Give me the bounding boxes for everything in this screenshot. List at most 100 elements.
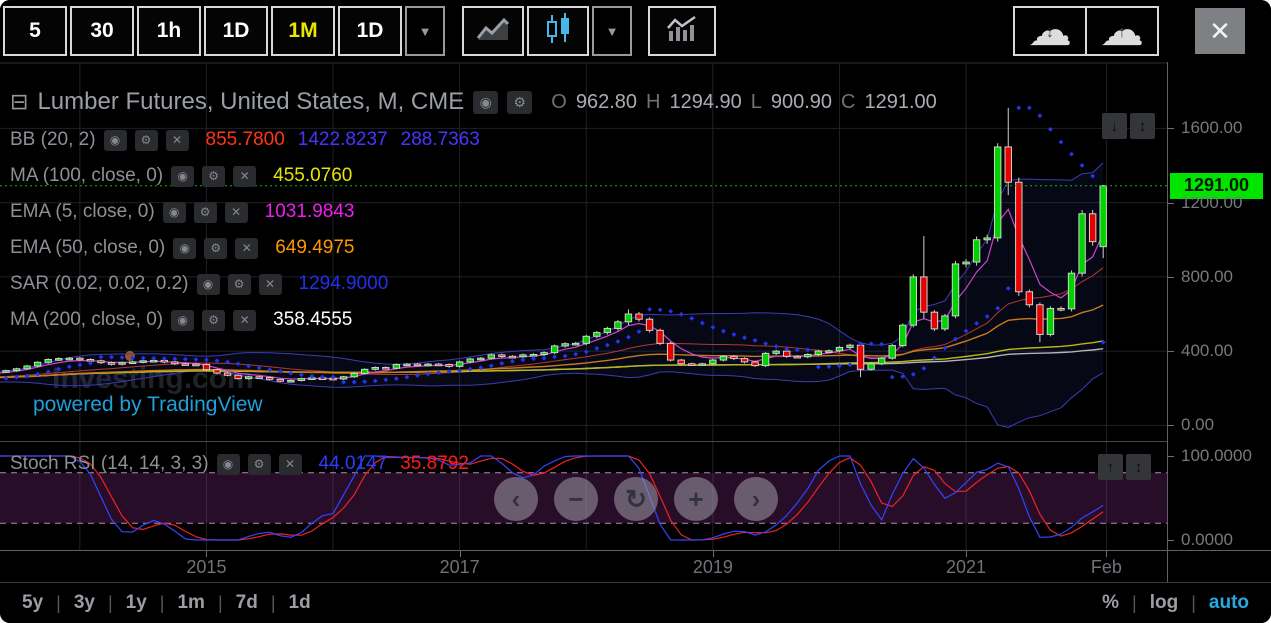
indicator-row-0-label: BB (20, 2) [10,129,96,150]
pan-right-button[interactable]: › [734,477,778,521]
price-pane-collapse-button[interactable]: ↓ [1102,113,1127,139]
indicator-row-0-value: 1422.8237 [297,129,388,150]
range-1y[interactable]: 1y [125,592,147,613]
price-axis-label: 0.00 [1181,415,1215,435]
separator: | [217,592,223,613]
indicator-row-1: MA (100, close, 0) ◉ ⚙ ✕ 455.0760 [10,164,937,188]
timeframe-button-1h-2[interactable]: 1h [137,6,201,56]
indicator-row-2-eye-icon[interactable]: ◉ [162,201,186,223]
stoch-rsi-legend: Stoch RSI (14, 14, 3, 3) ◉ ⚙ ✕ 44.0147 35.879… [10,452,469,488]
indicator-row-0-close-icon[interactable]: ✕ [165,129,189,151]
current-price-badge: 1291.00 [1170,172,1263,199]
line-chart-button[interactable] [462,6,524,56]
range-3y[interactable]: 3y [73,592,95,613]
time-label-Feb: Feb [1090,557,1122,577]
separator: | [159,592,165,613]
indicator-row-4: SAR (0.02, 0.02, 0.2) ◉ ⚙ ✕ 1294.9000 [10,272,937,296]
symbol-title: Lumber Futures, United States, M, CME [37,88,465,115]
indicator-row-5-gear-icon[interactable]: ⚙ [202,309,226,331]
ohlc-value: 1291.00 [864,90,937,113]
collapse-icon[interactable]: ⊟ [10,89,29,114]
indicator-row-2-gear-icon[interactable]: ⚙ [193,201,217,223]
indicator-row-0-gear-icon[interactable]: ⚙ [134,129,158,151]
separator: | [270,592,276,613]
time-axis[interactable]: 2015 2017 2019 2021 Feb [0,550,1271,583]
stoch-pane-expand-button[interactable]: ↑ [1098,454,1123,480]
price-axis[interactable]: 1291.00 1600.00 1200.00 800.00 400.00 0.00 10… [1167,62,1271,582]
indicator-row-4-values: 1294.9000 [299,273,389,295]
scale-percent[interactable]: % [1102,592,1120,613]
symbol-gear-icon[interactable]: ⚙ [507,90,533,114]
zoom-out-button[interactable]: − [554,477,598,521]
indicator-row-0-value: 855.7800 [205,129,285,150]
ohlc-key: C [841,90,856,113]
range-1d[interactable]: 1d [288,592,311,613]
indicator-row-2-close-icon[interactable]: ✕ [224,201,248,223]
indicator-row-5-eye-icon[interactable]: ◉ [171,309,195,331]
candlestick-chart-button[interactable] [527,6,589,56]
pan-left-button[interactable]: ‹ [494,477,538,521]
timeframe-button-1d-5[interactable]: 1D [338,6,402,56]
timeframe-dropdown-button[interactable]: ▼ [405,6,445,56]
zoom-in-button[interactable]: + [674,477,718,521]
indicator-row-2-label: EMA (5, close, 0) [10,201,155,222]
stoch-rsi-row-close-icon[interactable]: ✕ [278,453,302,475]
range-7d[interactable]: 7d [235,592,258,613]
indicator-row-5-close-icon[interactable]: ✕ [233,309,257,331]
bottom-bar: 5y | 3y | 1y | 1m | 7d | 1d % | log | auto [0,582,1271,623]
indicator-row-1-gear-icon[interactable]: ⚙ [202,165,226,187]
indicator-row-1-label: MA (100, close, 0) [10,165,164,186]
stoch-pane-resize-button[interactable]: ↕ [1126,454,1151,480]
scale-auto[interactable]: auto [1208,592,1249,613]
ohlc-value: 1294.90 [669,90,742,113]
stoch-axis-label: 100.0000 [1181,446,1252,465]
chart-type-group: ▼ [459,6,632,56]
close-button[interactable]: ✕ [1195,8,1245,54]
indicator-row-1-close-icon[interactable]: ✕ [233,165,257,187]
price-axis-label: 400.00 [1181,341,1233,361]
upload-arrow-icon: ↑ [1118,23,1126,41]
indicator-row-4-close-icon[interactable]: ✕ [258,273,282,295]
indicator-row-2: EMA (5, close, 0) ◉ ⚙ ✕ 1031.9843 [10,200,937,224]
separator: | [1191,592,1196,613]
indicator-row-4-gear-icon[interactable]: ⚙ [227,273,251,295]
timeframe-button-1d-3[interactable]: 1D [204,6,268,56]
separator: | [56,592,61,613]
stoch-rsi-row-gear-icon[interactable]: ⚙ [247,453,271,475]
indicator-row-0-values: 855.7800 1422.8237 288.7363 [206,129,480,151]
scale-log[interactable]: log [1149,592,1179,613]
chart-type-dropdown-button[interactable]: ▼ [592,6,632,56]
price-axis-label: 800.00 [1181,266,1233,286]
range-5y[interactable]: 5y [22,592,44,613]
cloud-download-button[interactable]: ☁ ↓ [1015,8,1085,54]
indicator-row-0-eye-icon[interactable]: ◉ [103,129,127,151]
time-tick [966,551,968,557]
price-pane-resize-button[interactable]: ↕ [1130,113,1155,139]
range-1m[interactable]: 1m [177,592,205,613]
stoch-rsi-row: Stoch RSI (14, 14, 3, 3) ◉ ⚙ ✕ 44.0147 35.879… [10,452,469,476]
indicator-row-3-close-icon[interactable]: ✕ [235,237,259,259]
indicator-row-5: MA (200, close, 0) ◉ ⚙ ✕ 358.4555 [10,308,937,332]
time-tick [1106,551,1108,557]
indicator-row-1-eye-icon[interactable]: ◉ [171,165,195,187]
timeframe-button-1m-4[interactable]: 1M [271,6,335,56]
symbol-eye-icon[interactable]: ◉ [473,90,499,114]
stoch-rsi-row-eye-icon[interactable]: ◉ [216,453,240,475]
indicator-row-5-values: 358.4555 [273,309,352,331]
timeframe-button-30-1[interactable]: 30 [70,6,134,56]
stoch-rsi-row-values: 44.0147 35.8792 [319,453,469,475]
time-label-2021: 2021 [946,557,987,577]
indicators-button[interactable] [648,6,716,56]
time-tick [206,551,208,557]
chart-nav-buttons: ‹ − ↻ + › [494,477,778,521]
reset-view-button[interactable]: ↻ [614,477,658,521]
powered-by-tradingview-link[interactable]: powered by TradingView [33,393,263,416]
axis-tick [1168,128,1174,130]
cloud-upload-button[interactable]: ☁ ↑ [1085,8,1157,54]
indicator-row-3-eye-icon[interactable]: ◉ [173,237,197,259]
indicator-row-3-gear-icon[interactable]: ⚙ [204,237,228,259]
ohlc-key: H [646,90,661,113]
timeframe-button-5-0[interactable]: 5 [3,6,67,56]
time-tick [712,551,714,557]
indicator-row-4-eye-icon[interactable]: ◉ [196,273,220,295]
